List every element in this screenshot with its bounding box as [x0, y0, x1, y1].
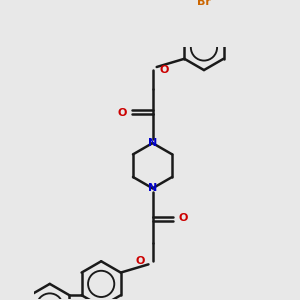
- Text: Br: Br: [197, 0, 211, 8]
- Text: O: O: [118, 108, 127, 118]
- Text: O: O: [136, 256, 146, 266]
- Text: O: O: [178, 213, 188, 223]
- Text: N: N: [148, 183, 157, 193]
- Text: N: N: [148, 138, 157, 148]
- Text: O: O: [160, 65, 169, 75]
